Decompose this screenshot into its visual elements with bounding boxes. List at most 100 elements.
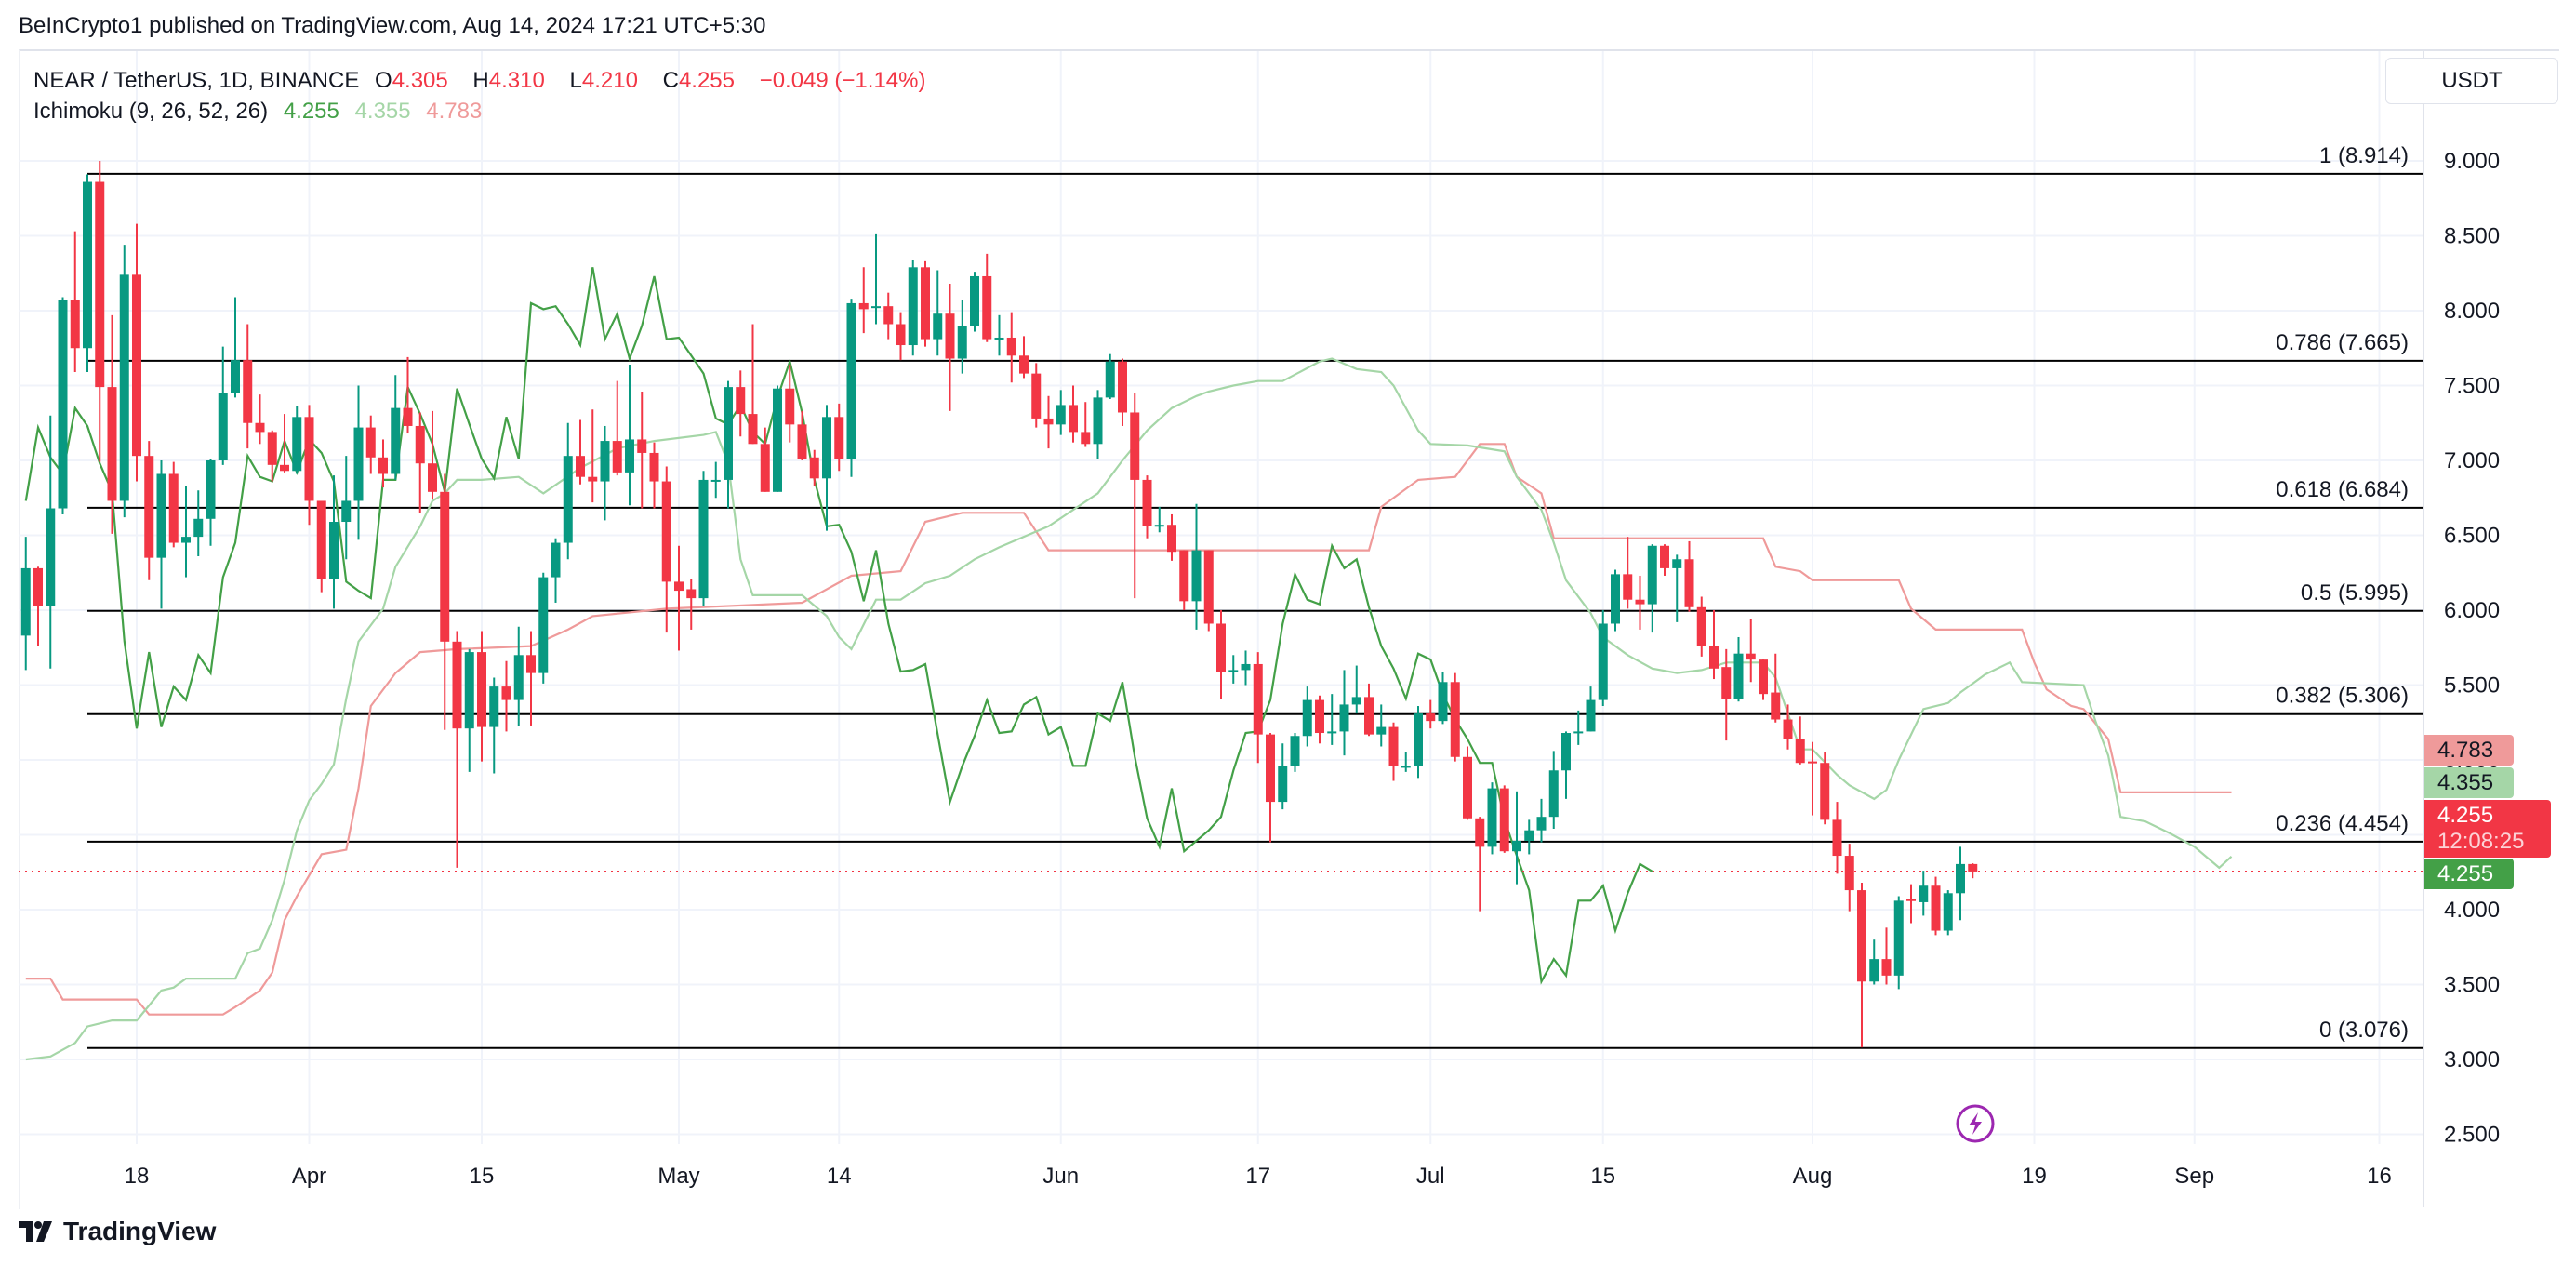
candle[interactable]: [1647, 544, 1657, 633]
candle[interactable]: [896, 312, 906, 361]
candle[interactable]: [428, 410, 437, 499]
candle[interactable]: [698, 471, 709, 606]
symbol-title[interactable]: NEAR / TetherUS, 1D, BINANCE: [33, 68, 360, 93]
candle[interactable]: [1069, 385, 1078, 443]
candle[interactable]: [1179, 550, 1189, 610]
candle[interactable]: [1844, 844, 1854, 912]
candle[interactable]: [1327, 694, 1337, 745]
candle[interactable]: [231, 297, 240, 398]
candle[interactable]: [1721, 648, 1732, 741]
candle[interactable]: [1919, 871, 1929, 916]
currency-button[interactable]: USDT: [2385, 58, 2558, 104]
candle[interactable]: [1216, 610, 1226, 699]
candle[interactable]: [1118, 358, 1127, 426]
candle[interactable]: [871, 233, 881, 325]
candle[interactable]: [661, 466, 671, 633]
candle[interactable]: [1771, 653, 1781, 723]
candle[interactable]: [403, 356, 413, 434]
candle[interactable]: [1586, 686, 1596, 732]
candle[interactable]: [1056, 390, 1066, 435]
candle[interactable]: [1154, 506, 1164, 533]
candle[interactable]: [1142, 475, 1152, 539]
candle[interactable]: [477, 631, 486, 762]
candle[interactable]: [883, 292, 894, 340]
candle[interactable]: [329, 475, 339, 609]
candle[interactable]: [1167, 513, 1176, 561]
lightning-icon[interactable]: [1956, 1104, 1995, 1143]
candle[interactable]: [1093, 390, 1103, 459]
candle[interactable]: [1364, 683, 1374, 737]
candle[interactable]: [797, 410, 807, 460]
candle[interactable]: [686, 579, 697, 630]
candle[interactable]: [452, 631, 462, 868]
candle[interactable]: [588, 409, 598, 503]
candle[interactable]: [1081, 402, 1091, 447]
candle[interactable]: [292, 406, 302, 474]
candle[interactable]: [760, 427, 770, 492]
candle[interactable]: [600, 425, 610, 521]
candle[interactable]: [20, 537, 31, 671]
candle[interactable]: [1881, 927, 1892, 985]
candle[interactable]: [464, 648, 474, 772]
candle[interactable]: [822, 405, 831, 531]
candle[interactable]: [1660, 544, 1669, 576]
candle[interactable]: [391, 375, 401, 480]
candle[interactable]: [501, 660, 511, 732]
candle[interactable]: [1401, 752, 1411, 772]
candle[interactable]: [1611, 569, 1620, 632]
candle[interactable]: [1684, 540, 1694, 612]
candle[interactable]: [83, 174, 92, 373]
indicator-title[interactable]: Ichimoku (9, 26, 52, 26): [33, 99, 269, 124]
candle[interactable]: [1943, 890, 1953, 936]
candle[interactable]: [378, 439, 388, 487]
candle[interactable]: [563, 422, 573, 560]
candle[interactable]: [255, 394, 265, 445]
candle[interactable]: [513, 626, 524, 726]
candle[interactable]: [982, 253, 992, 342]
candle[interactable]: [674, 545, 684, 651]
candle[interactable]: [1956, 846, 1965, 921]
candle[interactable]: [206, 459, 216, 546]
candle[interactable]: [612, 380, 622, 476]
candle[interactable]: [551, 538, 561, 603]
candle[interactable]: [316, 500, 326, 593]
candle[interactable]: [921, 260, 930, 347]
candle[interactable]: [304, 405, 314, 526]
candle[interactable]: [107, 314, 117, 534]
candle[interactable]: [1351, 665, 1361, 714]
candle[interactable]: [280, 414, 289, 473]
candle[interactable]: [440, 473, 450, 730]
candle[interactable]: [1808, 741, 1817, 816]
candle[interactable]: [1759, 659, 1768, 700]
candle[interactable]: [1869, 939, 1879, 985]
candle[interactable]: [353, 385, 364, 540]
candle[interactable]: [33, 566, 43, 646]
candle[interactable]: [526, 631, 536, 726]
candle[interactable]: [785, 364, 795, 443]
candle[interactable]: [1266, 733, 1275, 843]
candle[interactable]: [846, 299, 856, 477]
candle[interactable]: [1635, 575, 1645, 630]
candle[interactable]: [748, 324, 758, 445]
candle[interactable]: [1043, 395, 1054, 449]
candle[interactable]: [1931, 876, 1941, 936]
candle[interactable]: [415, 412, 425, 513]
candle[interactable]: [1006, 312, 1016, 383]
candle[interactable]: [1388, 722, 1399, 781]
candle[interactable]: [1105, 353, 1115, 399]
candle[interactable]: [625, 364, 634, 506]
candle[interactable]: [1228, 655, 1239, 684]
candle[interactable]: [736, 370, 746, 437]
candle[interactable]: [132, 223, 141, 482]
candle[interactable]: [1253, 652, 1263, 764]
candle[interactable]: [637, 391, 647, 509]
candle[interactable]: [1906, 884, 1916, 924]
candle[interactable]: [267, 430, 277, 482]
candle[interactable]: [1746, 619, 1756, 683]
candle[interactable]: [1130, 393, 1140, 599]
candle[interactable]: [341, 456, 352, 560]
candle[interactable]: [193, 490, 204, 557]
candle[interactable]: [1241, 650, 1251, 686]
candle[interactable]: [1339, 670, 1349, 756]
candle[interactable]: [1696, 596, 1706, 657]
